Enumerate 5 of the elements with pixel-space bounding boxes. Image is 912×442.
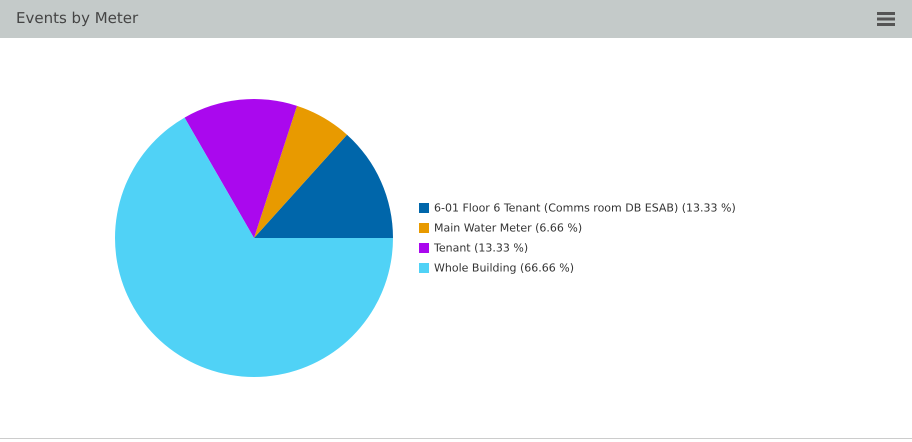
legend-label: Tenant (13.33 %) [433,242,528,254]
legend-label: 6-01 Floor 6 Tenant (Comms room DB ESAB) (13.33 %) [434,202,736,214]
chart-title: Events by Meter [16,9,138,27]
legend-label: Main Water Meter (6.66 %) [434,222,582,234]
legend-label: Whole Building (66.66 %) [434,262,574,274]
